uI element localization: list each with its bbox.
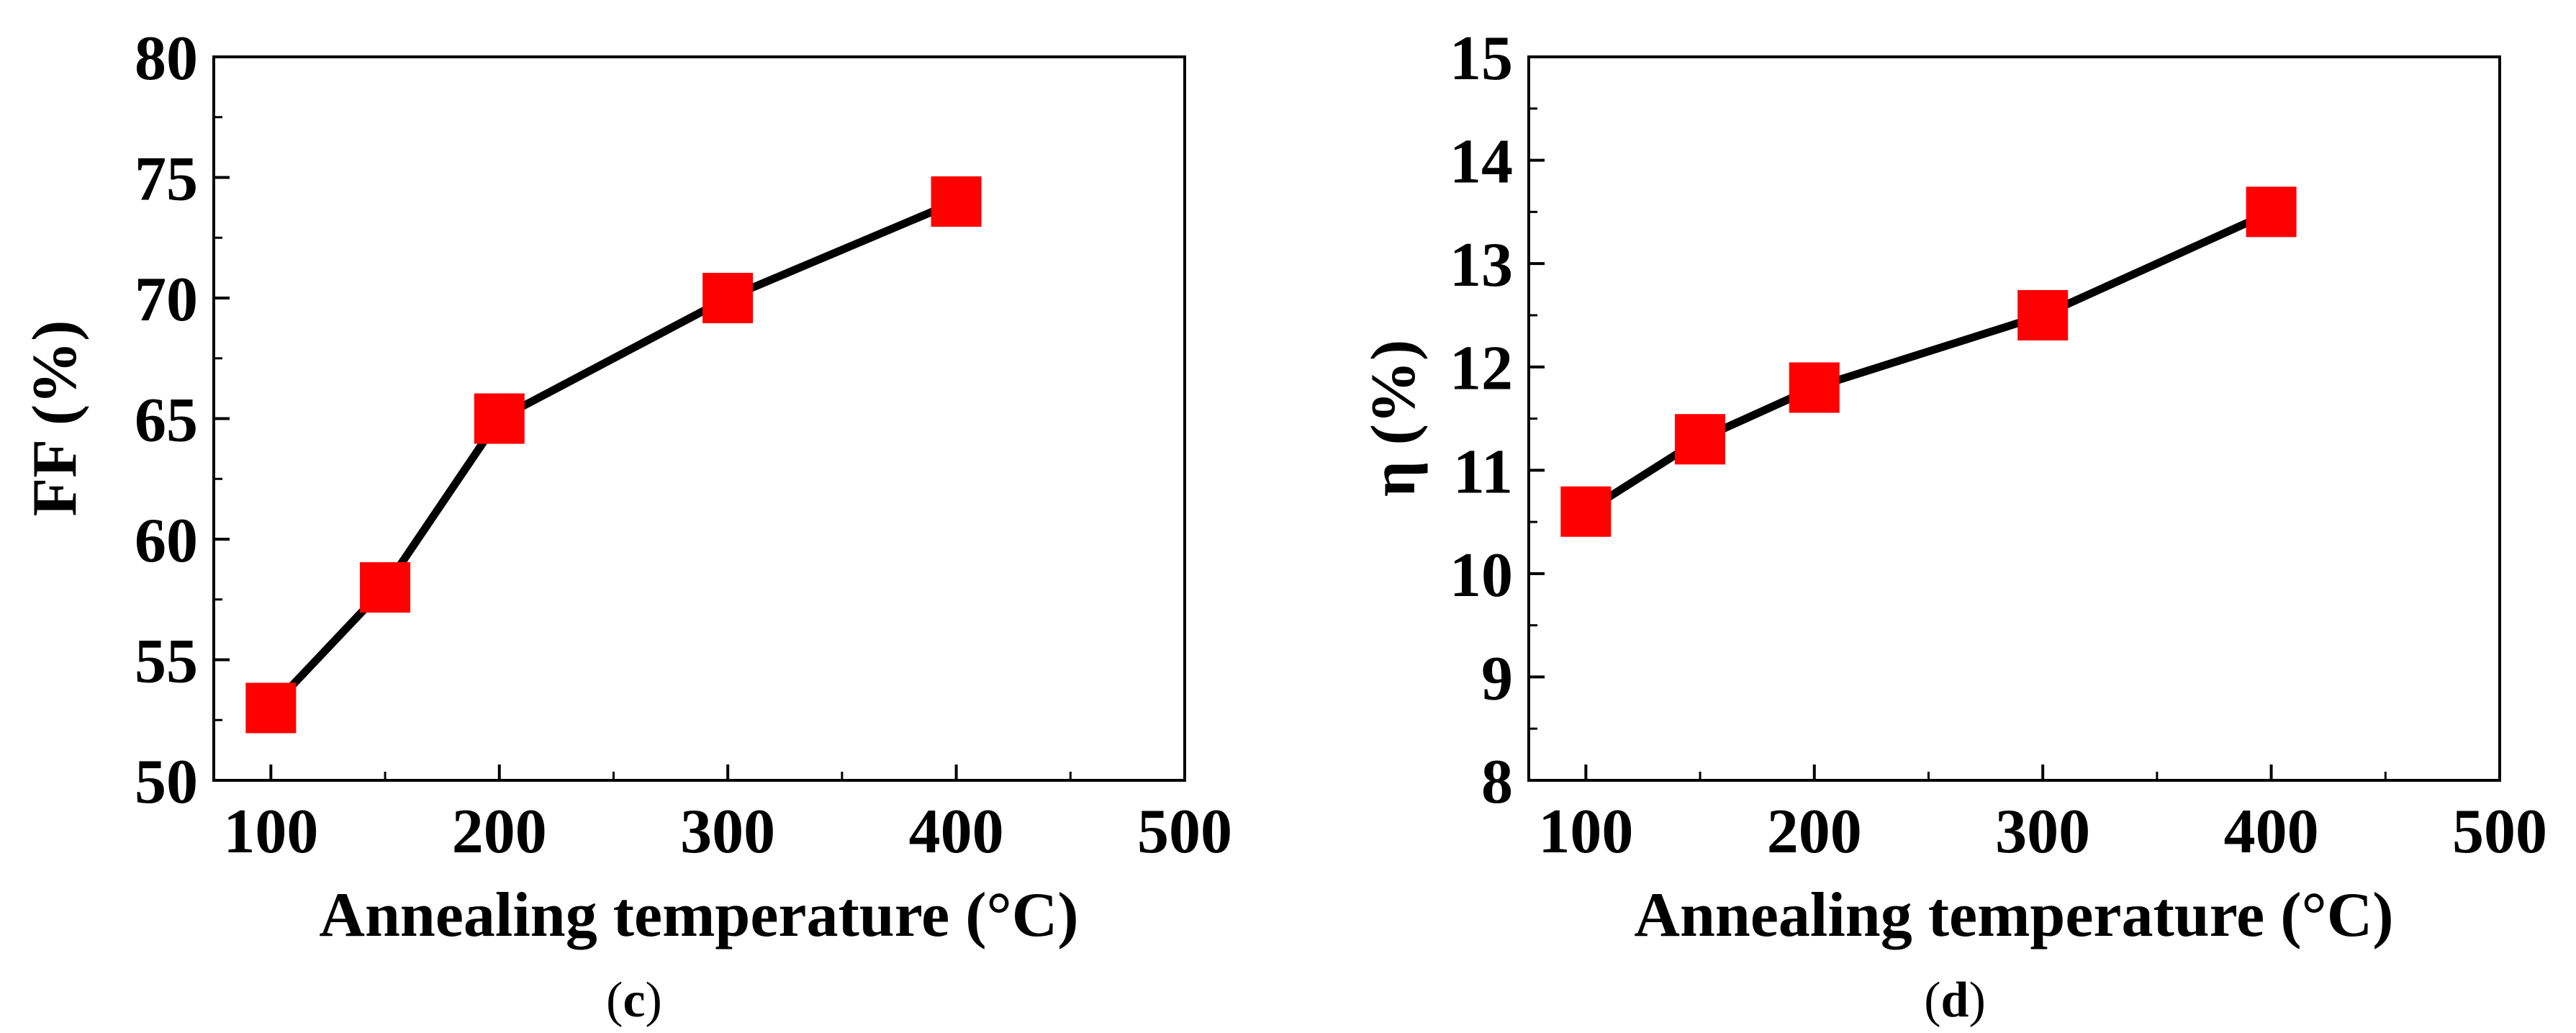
panel-d-x-axis-title: Annealing temperature (°C) [1634, 880, 2393, 950]
panel-c-data-point-300 [702, 273, 754, 323]
panel-d-data-point-100 [1560, 486, 1612, 537]
panel-d-y-tick-label-11: 11 [1453, 437, 1513, 507]
panel-c-y-tick-label-60: 60 [135, 506, 198, 576]
panel-c-data-point-150 [360, 562, 411, 613]
panel-c-y-tick-label-80: 80 [135, 24, 198, 94]
panel-c-y-tick-label-55: 55 [135, 627, 198, 697]
panel-c-y-tick-label-50: 50 [135, 747, 198, 817]
panel-c-y-tick-label-75: 75 [135, 145, 198, 215]
panel-c-marks [245, 176, 982, 734]
panel-c-x-tick-label-500: 500 [1137, 797, 1232, 867]
panel-d-label-open: ( [1924, 973, 1940, 1028]
chart-panel-c: 100 200 300 400 500 50 55 60 65 70 75 80 Annealing … [20, 24, 1232, 1028]
panel-d-y-tick-label-10: 10 [1450, 541, 1513, 610]
panel-c-data-point-400 [931, 176, 982, 227]
panel-d-x-tick-label-200: 200 [1767, 797, 1862, 867]
panel-d-y-axis-title: η (%) [1359, 340, 1429, 497]
panel-c-label-letter: c [623, 973, 645, 1028]
panel-c-label-open: ( [606, 973, 623, 1028]
panel-d-ticks [1529, 55, 2501, 782]
panel-c-label: (c) [606, 973, 662, 1028]
panel-d-data-point-400 [2246, 186, 2297, 238]
panel-d-label-close: ) [1969, 973, 1985, 1028]
panel-d-tick-labels: 100 200 300 400 500 8 9 10 11 12 13 14 15 [1450, 24, 2547, 867]
panel-d-y-tick-label-8: 8 [1481, 747, 1513, 817]
panel-c-y-tick-label-70: 70 [135, 265, 198, 335]
panel-c-label-close: ) [646, 973, 662, 1028]
panel-d-x-tick-label-300: 300 [1995, 797, 2090, 867]
panel-c-ticks [214, 55, 1186, 782]
panel-c-x-tick-label-200: 200 [452, 797, 547, 867]
panel-c-x-axis-title: Annealing temperature (°C) [319, 880, 1078, 950]
panel-c-tick-labels: 100 200 300 400 500 50 55 60 65 70 75 80 [135, 24, 1232, 867]
panel-d-marks [1560, 186, 2297, 537]
panel-d-label-letter: d [1941, 973, 1969, 1028]
panel-c-data-point-200 [474, 393, 525, 444]
panel-d-y-tick-label-13: 13 [1450, 230, 1513, 300]
panel-d-y-tick-label-9: 9 [1481, 644, 1513, 713]
panel-d-x-tick-label-100: 100 [1538, 797, 1633, 867]
panel-c-y-axis-title: FF (%) [20, 320, 90, 517]
panel-d-x-tick-label-500: 500 [2452, 797, 2547, 867]
panel-d-data-point-200 [1789, 362, 1840, 413]
panel-d-data-point-150 [1675, 414, 1726, 465]
panel-d-y-tick-label-15: 15 [1450, 24, 1513, 94]
panel-d-label: (d) [1924, 973, 1986, 1028]
panel-c-x-tick-label-300: 300 [680, 797, 775, 867]
panel-c-data-point-100 [245, 682, 297, 734]
panel-c-x-tick-label-100: 100 [223, 797, 318, 867]
panel-c-x-tick-label-400: 400 [909, 797, 1004, 867]
panel-d-y-tick-label-12: 12 [1450, 334, 1513, 404]
panel-d-x-tick-label-400: 400 [2224, 797, 2319, 867]
panel-d-y-tick-label-14: 14 [1450, 127, 1513, 197]
panel-d-data-point-300 [2017, 289, 2069, 340]
panel-c-y-tick-label-65: 65 [135, 386, 198, 456]
chart-panel-d: 100 200 300 400 500 8 9 10 11 12 13 14 15 Annealing … [1359, 24, 2547, 1028]
